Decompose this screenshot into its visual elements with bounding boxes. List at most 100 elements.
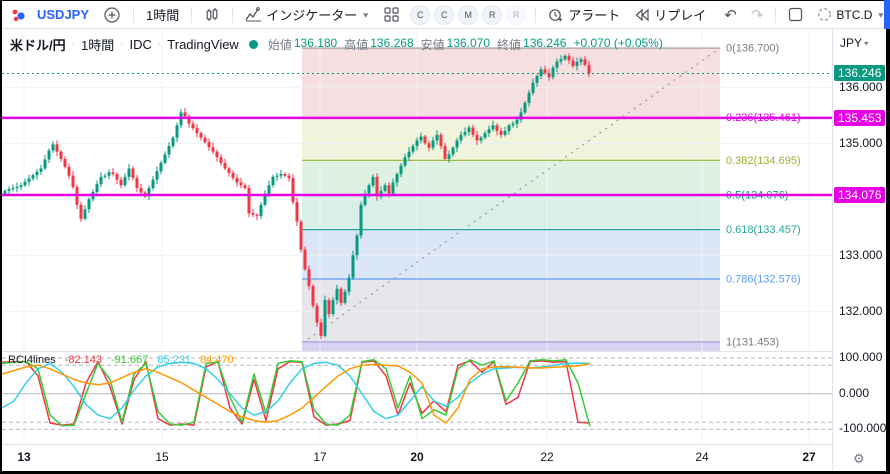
candle-up[interactable] [551, 67, 555, 78]
candle-down[interactable] [299, 221, 303, 250]
candle-up[interactable] [399, 165, 403, 175]
candle-up[interactable] [347, 277, 351, 292]
rci-mid2-line[interactable] [2, 361, 591, 420]
redo-button[interactable]: ↷ [750, 6, 764, 24]
candle-up[interactable] [259, 204, 263, 217]
candle-down[interactable] [587, 64, 591, 74]
candle-up[interactable] [123, 176, 127, 186]
candle-up[interactable] [7, 189, 11, 191]
candle-up[interactable] [359, 204, 363, 236]
candle-up[interactable] [155, 171, 159, 180]
candle-down[interactable] [215, 151, 219, 158]
candle-up[interactable] [127, 168, 131, 177]
candle-down[interactable] [219, 157, 223, 163]
candle-up[interactable] [527, 92, 531, 103]
candle-up[interactable] [483, 133, 487, 138]
candle-up[interactable] [463, 132, 467, 135]
rci-title[interactable]: RCI4lines [8, 354, 56, 366]
symbol-legend[interactable]: 米ドル/円 · 1時間 · IDC · TradingView 始値 136.18… [10, 35, 663, 54]
candle-down[interactable] [443, 146, 447, 159]
candle-up[interactable] [263, 193, 267, 205]
rci-indicator-pane[interactable]: RCI4lines -82.143 -91.667 85.231 84.470 [2, 351, 832, 444]
candle-down[interactable] [583, 59, 587, 65]
layout-templates-button[interactable] [379, 4, 404, 26]
candle-up[interactable] [451, 147, 455, 155]
candle-down[interactable] [211, 147, 215, 152]
compare-add-button[interactable] [98, 4, 126, 26]
candle-up[interactable] [47, 150, 51, 160]
candle-down[interactable] [243, 185, 247, 189]
chart-style-button[interactable] [199, 4, 225, 26]
candle-up[interactable] [19, 185, 23, 187]
rci-chart[interactable] [2, 352, 832, 444]
candle-down[interactable] [115, 174, 119, 180]
candle-up[interactable] [407, 151, 411, 158]
scale-currency[interactable]: JPY ▾ [840, 36, 869, 50]
candle-up[interactable] [415, 140, 419, 147]
candle-up[interactable] [371, 176, 375, 186]
candle-down[interactable] [295, 202, 299, 222]
candle-up[interactable] [491, 125, 495, 130]
candle-up[interactable] [331, 300, 335, 315]
candle-up[interactable] [39, 168, 43, 172]
candle-down[interactable] [199, 133, 203, 138]
candle-up[interactable] [455, 140, 459, 148]
candle-up[interactable] [271, 176, 275, 186]
candle-up[interactable] [351, 255, 355, 278]
candle-up[interactable] [355, 235, 359, 256]
axis-settings-gear-icon[interactable]: ⚙ [853, 451, 865, 466]
candle-down[interactable] [315, 305, 319, 323]
candle-up[interactable] [379, 190, 383, 197]
candle-up[interactable] [523, 102, 527, 113]
candle-up[interactable] [391, 182, 395, 194]
candle-down[interactable] [339, 288, 343, 303]
candle-down[interactable] [547, 73, 551, 78]
price-scale[interactable]: JPY ▾ ⚙ 136.000 135.000 133.000 132.000 136.2… [832, 29, 886, 471]
candle-down[interactable] [67, 166, 71, 176]
quick-button-r-3[interactable]: R [482, 4, 503, 25]
candle-up[interactable] [83, 209, 87, 219]
candle-down[interactable] [571, 60, 575, 66]
quick-button-r-4[interactable]: R [506, 4, 527, 25]
legend-provider[interactable]: TradingView [167, 37, 239, 52]
candle-up[interactable] [31, 175, 35, 179]
alert-button[interactable]: アラート [543, 4, 625, 26]
tradingview-logo-icon[interactable] [10, 7, 28, 23]
candle-down[interactable] [291, 177, 295, 203]
candle-up[interactable] [479, 137, 483, 141]
rci-short-line[interactable] [2, 360, 591, 426]
candle-down[interactable] [223, 162, 227, 169]
candle-up[interactable] [487, 129, 491, 134]
candle-up[interactable] [15, 186, 19, 189]
candle-down[interactable] [135, 177, 139, 189]
candle-up[interactable] [459, 134, 463, 141]
candle-down[interactable] [79, 204, 83, 219]
time-axis[interactable]: 13 15 17 20 22 24 27 [2, 444, 832, 471]
candle-down[interactable] [327, 300, 331, 315]
candle-down[interactable] [311, 286, 315, 306]
candle-down[interactable] [307, 269, 311, 287]
candle-down[interactable] [191, 123, 195, 129]
symbol-title[interactable]: 米ドル/円 [10, 38, 66, 53]
quick-button-c-1[interactable]: C [434, 4, 455, 25]
candle-up[interactable] [383, 185, 387, 191]
candle-up[interactable] [579, 59, 583, 63]
candle-down[interactable] [55, 144, 59, 152]
candle-up[interactable] [175, 125, 179, 138]
overlay-symbol-button[interactable]: BTC.D ▼ [812, 4, 886, 26]
candlestick-chart[interactable]: 0(136.700)0.236(135.461)0.382(134.695)0.… [2, 29, 832, 351]
candle-up[interactable] [151, 179, 155, 189]
legend-exchange[interactable]: IDC [129, 37, 152, 52]
candle-up[interactable] [87, 199, 91, 210]
candle-up[interactable] [515, 119, 519, 124]
candle-down[interactable] [235, 177, 239, 183]
candle-up[interactable] [171, 137, 175, 147]
candle-down[interactable] [239, 182, 243, 186]
candle-up[interactable] [167, 146, 171, 155]
candle-up[interactable] [467, 127, 471, 133]
candle-up[interactable] [107, 172, 111, 176]
replay-button[interactable]: リプレイ [629, 4, 711, 26]
fib-trend-line[interactable] [307, 47, 721, 340]
candle-down[interactable] [251, 213, 255, 215]
candle-up[interactable] [27, 178, 31, 182]
